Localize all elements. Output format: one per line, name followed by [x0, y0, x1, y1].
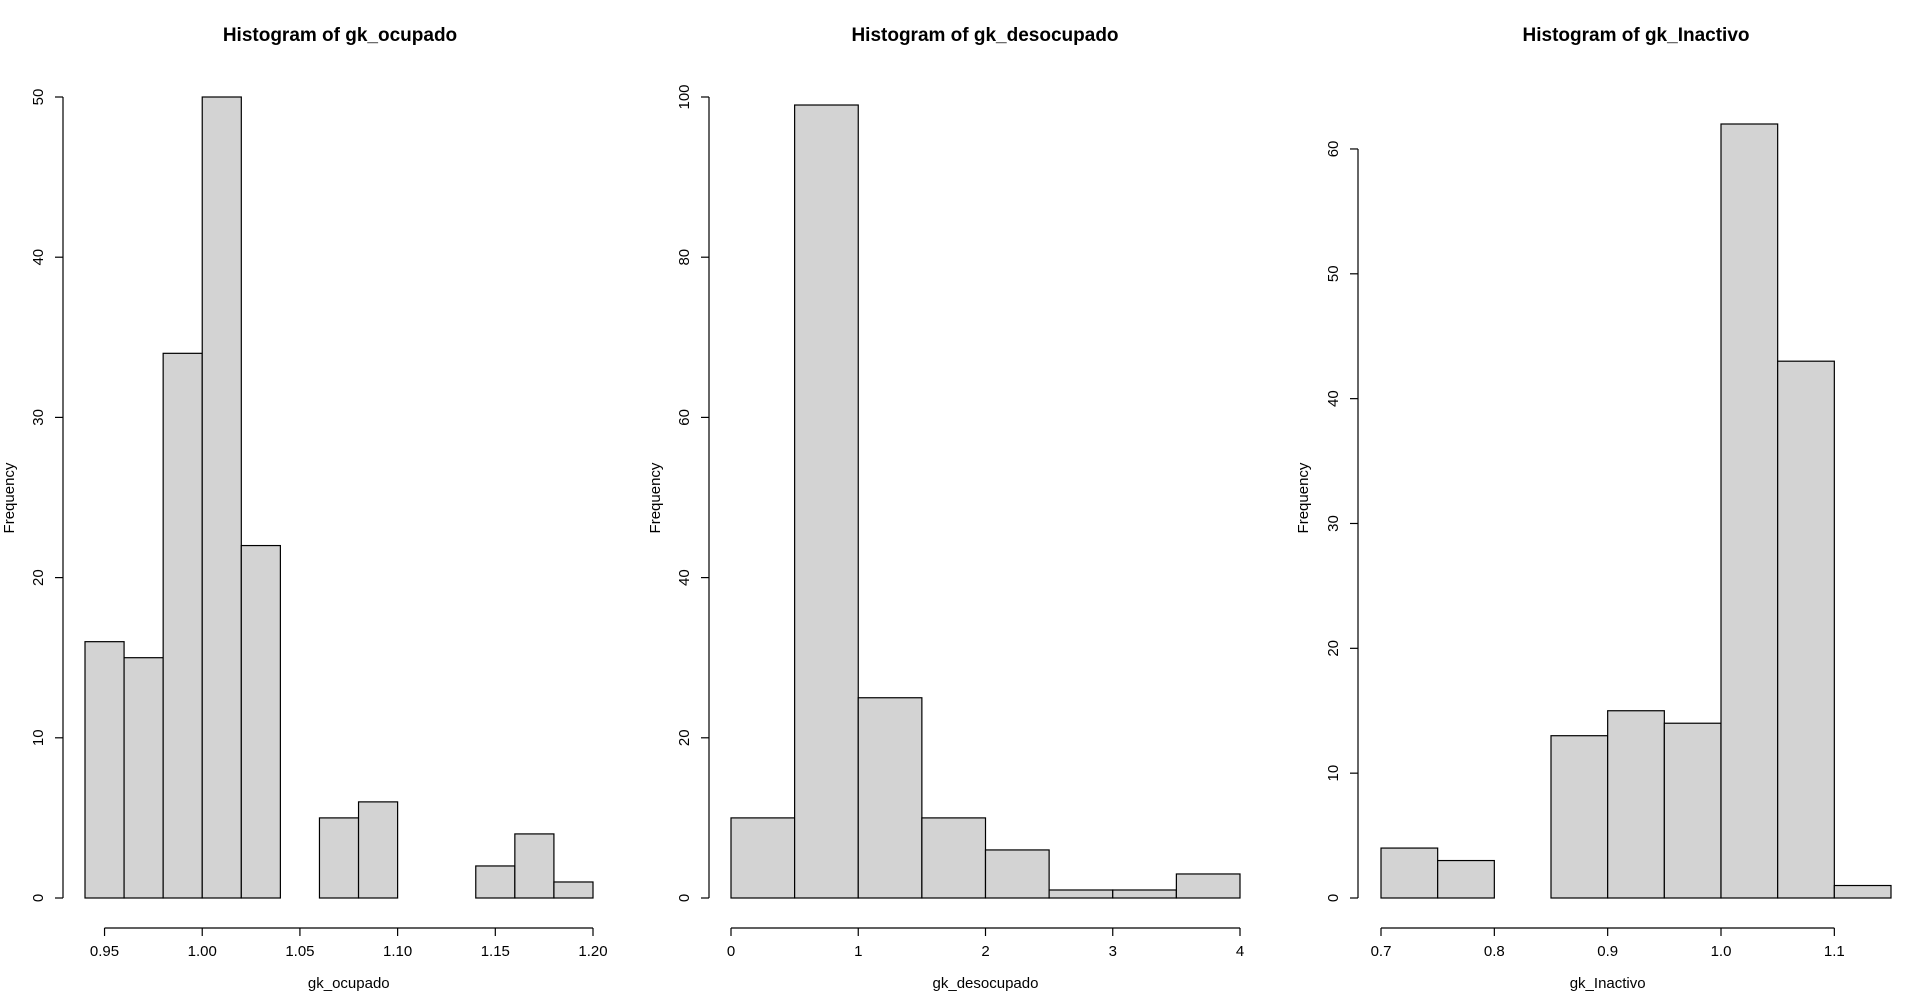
panel-gk-inactivo: Histogram of gk_Inactivo 0.7 0.8 0.9 1.0 1.1 g… — [1295, 25, 1892, 992]
histogram-bar — [1175, 873, 1241, 899]
y-tick-label: 20 — [30, 569, 47, 586]
x-tick-label: 0.7 — [1371, 943, 1392, 960]
y-axis-label: Frequency — [1295, 462, 1312, 533]
histogram-bar — [162, 352, 203, 899]
x-tick-label: 2 — [981, 943, 989, 960]
y-tick-label: 0 — [1325, 894, 1342, 902]
histogram-bar — [921, 817, 987, 899]
histogram-bar — [1112, 889, 1177, 899]
chart-title: Histogram of gk_ocupado — [223, 25, 457, 46]
chart-title: Histogram of gk_desocupado — [851, 25, 1118, 46]
y-tick-label: 30 — [1325, 515, 1342, 532]
x-tick-label: 1 — [854, 943, 862, 960]
histogram-bar — [240, 544, 281, 899]
y-tick-label: 40 — [30, 249, 47, 266]
y-tick-label: 0 — [30, 894, 47, 902]
histogram-bar — [1048, 889, 1114, 899]
y-tick-label: 40 — [1325, 390, 1342, 407]
x-tick-label: 0.9 — [1597, 943, 1618, 960]
panel-gk-desocupado: Histogram of gk_desocupado 0 1 2 3 4 gk_desocu… — [647, 25, 1244, 992]
x-tick-label: 0.8 — [1484, 943, 1505, 960]
histogram-bar — [984, 849, 1050, 899]
x-axis-label: gk_desocupado — [933, 975, 1039, 992]
histogram-bar — [794, 104, 859, 899]
x-tick-label: 1.1 — [1824, 943, 1845, 960]
histogram-bar — [84, 641, 125, 899]
x-axis-label: gk_Inactivo — [1570, 975, 1646, 992]
x-tick-label: 1.10 — [383, 943, 412, 960]
histogram-bar — [1720, 123, 1779, 899]
y-tick-label: 100 — [676, 84, 693, 109]
y-tick-label: 80 — [676, 249, 693, 266]
x-tick-label: 1.00 — [188, 943, 217, 960]
histogram-bar — [1550, 735, 1609, 899]
x-axis-label: gk_ocupado — [308, 975, 390, 992]
y-axis-label: Frequency — [647, 462, 664, 533]
y-tick-label: 50 — [30, 89, 47, 106]
histogram-bar — [1663, 722, 1722, 899]
x-tick-label: 0 — [727, 943, 735, 960]
chart-title: Histogram of gk_Inactivo — [1523, 25, 1750, 46]
y-tick-label: 20 — [1325, 640, 1342, 657]
x-tick-label: 4 — [1236, 943, 1244, 960]
x-tick-label: 1.05 — [285, 943, 314, 960]
y-tick-label: 10 — [1325, 765, 1342, 782]
histogram-bar — [1607, 710, 1665, 899]
histogram-bar — [1437, 859, 1495, 899]
histogram-bar — [357, 801, 399, 899]
y-axis-label: Frequency — [1, 462, 18, 533]
y-tick-label: 60 — [676, 409, 693, 426]
histogram-bar — [857, 697, 923, 899]
y-tick-label: 40 — [676, 569, 693, 586]
y-tick-label: 50 — [1325, 265, 1342, 282]
histogram-bar — [1380, 847, 1439, 899]
histogram-bar — [475, 865, 516, 899]
histogram-bar — [1833, 884, 1892, 899]
histogram-bar — [123, 657, 164, 899]
x-tick-label: 3 — [1109, 943, 1117, 960]
y-tick-label: 0 — [676, 894, 693, 902]
y-tick-label: 60 — [1325, 141, 1342, 158]
x-tick-label: 1.20 — [578, 943, 607, 960]
x-tick-label: 0.95 — [90, 943, 119, 960]
y-tick-label: 10 — [30, 729, 47, 746]
y-tick-label: 20 — [676, 729, 693, 746]
histogram-bar — [553, 881, 594, 899]
histogram-bar — [318, 817, 360, 899]
panel-gk-ocupado: Histogram of gk_ocupado 0.95 1.00 1.05 1.10 1… — [1, 25, 608, 992]
histogram-bar — [201, 96, 242, 899]
histogram-bar — [514, 833, 555, 899]
x-tick-label: 1.0 — [1711, 943, 1732, 960]
histogram-bar — [730, 817, 796, 899]
x-tick-label: 1.15 — [481, 943, 510, 960]
y-tick-label: 30 — [30, 409, 47, 426]
histogram-bar — [1777, 360, 1835, 899]
